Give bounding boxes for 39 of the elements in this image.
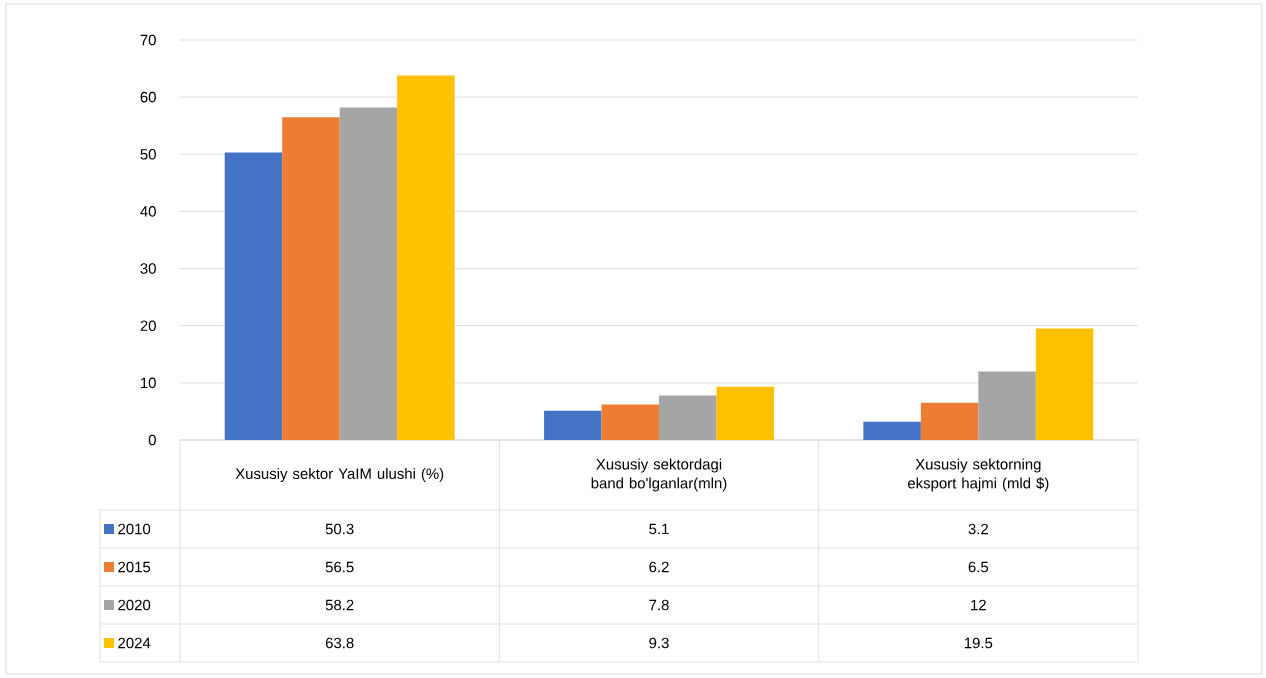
bar [544,410,602,440]
bar [224,152,283,440]
bar [339,107,398,440]
data-label: 5.1 [649,523,669,535]
x-tick-label: Xususiy sektorning eksport hajmi (mld $) [907,458,1049,492]
data-label: 9.3 [649,637,669,649]
legend-label: 2010 [118,523,151,535]
y-tick-label: 60 [140,91,156,103]
data-label: 58.2 [325,599,354,611]
bar [920,402,979,440]
x-tick-label: Xususiy sektordagi band bo'lganlar(mln) [591,458,727,492]
y-tick-label: 70 [140,34,156,46]
data-label: 6.5 [968,561,989,573]
bar [282,117,340,440]
data-label: 6.2 [649,561,669,573]
bar [978,371,1036,440]
data-label: 63.8 [325,637,354,649]
y-tick-label: 0 [148,434,156,446]
data-label: 3.2 [968,523,988,535]
data-label: 56.5 [325,561,354,573]
y-tick-label: 30 [140,263,156,274]
data-label: 12 [971,599,986,611]
data-label: 7.8 [649,599,669,611]
legend-label: 2024 [118,637,151,649]
bar [397,75,455,440]
data-label: 19.5 [964,637,993,649]
bar [863,421,921,440]
y-tick-label: 20 [140,320,156,331]
data-label: 50.3 [325,523,354,535]
legend-label: 2015 [118,561,151,573]
legend-label: 2020 [118,599,151,611]
bar [1035,328,1094,440]
bar [716,386,774,440]
y-tick-label: 50 [140,148,156,160]
x-tick-label: Xususiy sektor YaIM ulushi (%) [235,468,444,482]
bar [659,395,717,440]
y-tick-label: 40 [140,206,156,217]
bar [601,404,660,440]
y-tick-label: 10 [141,377,156,389]
